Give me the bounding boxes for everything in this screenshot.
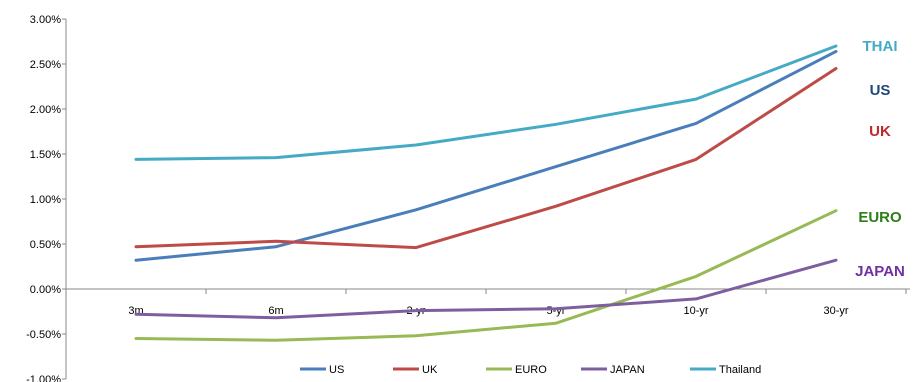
y-tick-label: 2.50%	[30, 59, 61, 71]
end-label-thai: THAI	[863, 38, 898, 55]
y-tick-label: 2.00%	[30, 104, 61, 116]
legend-label-japan: JAPAN	[610, 364, 645, 376]
x-tick-label: 30-yr	[823, 305, 848, 317]
y-tick-label: 3.00%	[30, 14, 61, 26]
series-line-thailand	[134, 44, 838, 161]
y-tick-label: 1.50%	[30, 149, 61, 161]
end-label-us: US	[870, 82, 891, 99]
end-label-euro: EURO	[858, 209, 902, 226]
series-lines	[134, 44, 838, 342]
series-line-uk	[134, 67, 838, 250]
legend-label-uk: UK	[422, 364, 438, 376]
end-label-japan: JAPAN	[855, 263, 905, 280]
series-line-euro	[134, 209, 838, 342]
y-tick-label: -1.00%	[26, 374, 61, 382]
series-line-us	[134, 49, 838, 262]
x-tick-label: 6m	[268, 305, 283, 317]
end-labels: THAI US UK EURO JAPAN	[855, 38, 905, 280]
end-label-uk: UK	[869, 123, 891, 140]
y-tick-label: 1.00%	[30, 194, 61, 206]
x-tick-label: 10-yr	[683, 305, 708, 317]
legend-label-euro: EURO	[515, 364, 547, 376]
legend-label-us: US	[329, 364, 344, 376]
legend-label-thailand: Thailand	[719, 364, 761, 376]
y-tick-label: 0.00%	[30, 284, 61, 296]
x-axis: 3m 6m 2-yr 5-yr 10-yr 30-yr	[65, 288, 910, 317]
x-tick-label: 5-yr	[547, 305, 566, 317]
y-tick-label: 0.50%	[30, 239, 61, 251]
y-tick-label: -0.50%	[26, 329, 61, 341]
series-line-japan	[134, 258, 838, 320]
y-axis: -1.00% -0.50% 0.00% 0.50% 1.00% 1.50% 2.00% 2.5…	[26, 14, 67, 382]
legend: US UK EURO JAPAN Thailand	[300, 364, 761, 376]
